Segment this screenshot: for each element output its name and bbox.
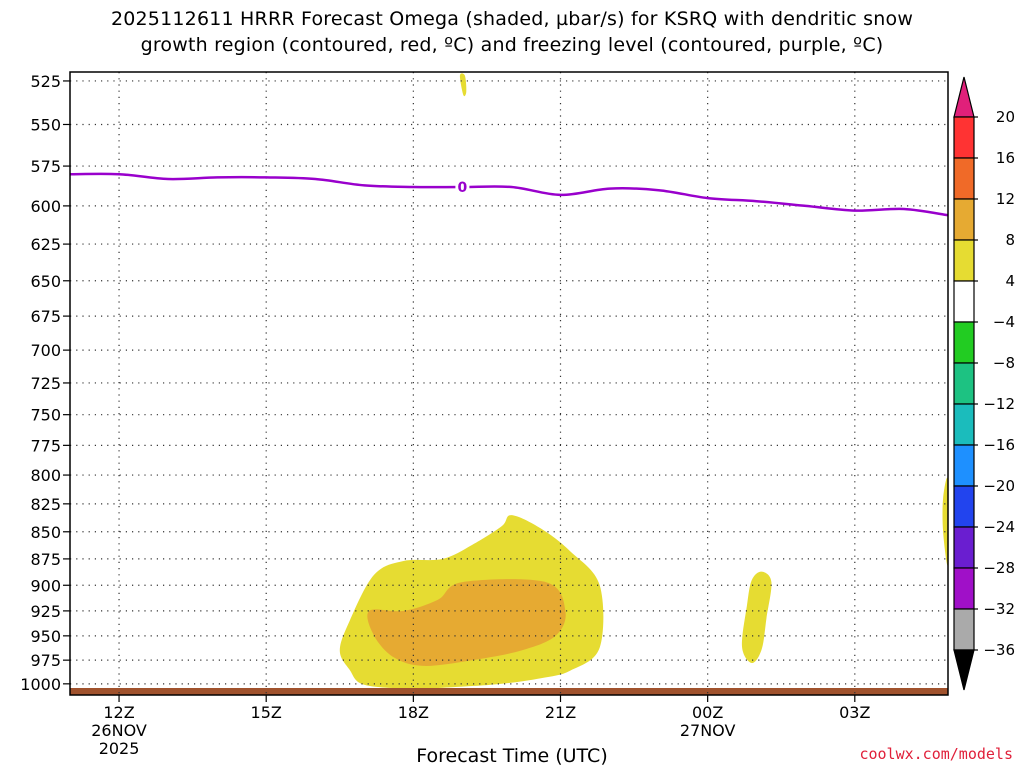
omega-shading [339,73,948,689]
colorbar-segment [953,485,975,528]
colorbar-label: −24 [983,518,1015,536]
y-tick-label: 900 [30,576,61,595]
colorbar-label: −8 [993,354,1015,372]
y-tick-label: 825 [30,495,61,514]
x-tick-label: 18Z [398,703,429,722]
colorbar-label: −36 [983,641,1015,659]
colorbar-segment [953,116,975,159]
colorbar: 20 16 12 8 4 −4 −8 −12 −16 −20 −24 −28 −32 −36 [953,76,1015,691]
x-tick-label: 12Z [103,703,134,722]
y-tick-label: 525 [30,72,61,91]
x-tick-label: 00Z [692,703,723,722]
colorbar-label: −12 [983,395,1015,413]
y-tick-label: 1000 [20,675,61,694]
colorbar-label: 4 [1005,272,1015,290]
y-tick-label: 925 [30,602,61,621]
ground-strip [70,688,948,695]
title-line-1: 2025112611 HRRR Forecast Omega (shaded, … [110,8,914,30]
y-tick-label: 550 [30,115,61,134]
contour-label-bg [455,177,470,196]
colorbar-top-arrow [953,76,975,118]
colorbar-label: −28 [983,559,1015,577]
colorbar-label: −16 [983,436,1015,454]
colorbar-label: −20 [983,477,1015,495]
colorbar-label: 8 [1005,231,1015,249]
omega-region-4 [459,73,467,97]
credit-text: coolwx.com/models [859,745,1013,763]
colorbar-segment [953,280,975,323]
colorbar-segment [953,403,975,446]
freezing-level-contour: 0 [69,172,949,217]
x-axis-label: Forecast Time (UTC) [416,745,608,767]
x-tick-sublabel: 27NOV [680,721,736,740]
omega-region-3 [942,477,948,566]
colorbar-label: −32 [983,600,1015,618]
axes: 525 550 575 600 625 650 675 700 725 750 775 800 825 8… [20,71,949,758]
freezing-level-line [69,172,949,217]
chart-title: 2025112611 HRRR Forecast Omega (shaded, … [0,6,1024,58]
x-tick-label: 15Z [251,703,282,722]
colorbar-segment [953,321,975,364]
y-tick-label: 975 [30,651,61,670]
colorbar-bottom-arrow [953,649,975,691]
y-tick-label: 850 [30,523,61,542]
colorbar-segment [953,567,975,610]
x-tick-label: 21Z [545,703,576,722]
y-tick-label: 725 [30,374,61,393]
colorbar-label: −4 [993,313,1015,331]
y-tick-label: 600 [30,197,61,216]
y-tick-label: 950 [30,627,61,646]
colorbar-segment [953,526,975,569]
x-tick-label: 03Z [839,703,870,722]
y-tick-label: 700 [30,341,61,360]
colorbar-segment [953,157,975,200]
x-tick-sublabel: 2025 [99,739,140,758]
ground-fill [70,688,948,695]
x-tick-sublabel: 26NOV [91,721,147,740]
omega-region-1 [367,579,566,666]
y-tick-label: 575 [30,157,61,176]
y-tick-label: 800 [30,466,61,485]
y-tick-label: 625 [30,235,61,254]
omega-region-2 [741,571,772,664]
y-tick-label: 650 [30,272,61,291]
colorbar-label: 16 [996,149,1015,167]
y-tick-label: 750 [30,406,61,425]
y-tick-label: 875 [30,550,61,569]
y-tick-label: 675 [30,307,61,326]
colorbar-label: 12 [996,190,1015,208]
colorbar-segment [953,239,975,282]
colorbar-segment [953,444,975,487]
colorbar-label: 20 [996,108,1015,126]
title-line-2: growth region (contoured, red, ºC) and f… [140,34,884,56]
freezing-level-label: 0 [458,180,468,196]
y-tick-label: 775 [30,436,61,455]
colorbar-segment [953,608,975,651]
colorbar-segment [953,362,975,405]
colorbar-segment [953,198,975,241]
